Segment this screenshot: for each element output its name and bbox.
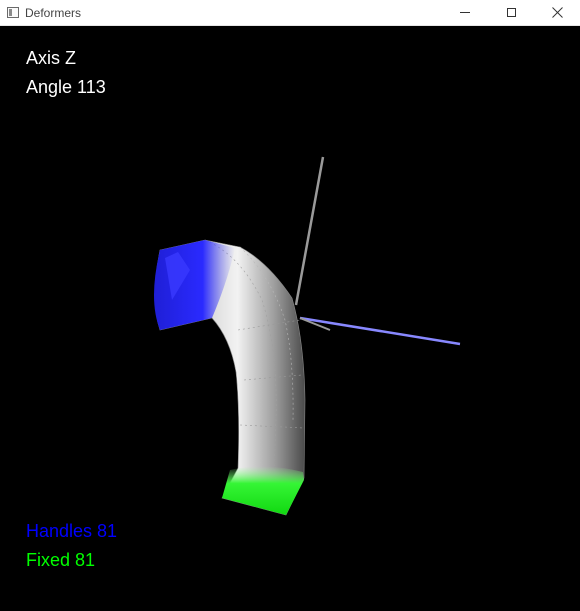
close-icon	[551, 7, 563, 18]
fixed-region[interactable]	[222, 466, 304, 515]
angle-label: Angle 113	[26, 77, 106, 97]
close-button[interactable]	[534, 0, 580, 25]
window-controls	[442, 0, 580, 25]
mesh-seam	[239, 246, 294, 421]
3d-viewport[interactable]: Axis Z Angle 113 Handles 81 Fixed 81	[0, 26, 580, 611]
handles-highlight	[165, 252, 190, 300]
secondary-axis-line	[299, 317, 331, 331]
maximize-button[interactable]	[488, 0, 534, 25]
app-icon	[7, 7, 19, 18]
deformer-scene[interactable]	[0, 26, 580, 611]
rotation-axis-line	[299, 316, 461, 346]
axis-label: Axis Z	[26, 48, 77, 68]
minimize-button[interactable]	[442, 0, 488, 25]
fixed-count-label: Fixed 81	[26, 550, 96, 570]
maximize-icon	[506, 8, 516, 17]
minimize-icon	[460, 12, 470, 13]
title-bar[interactable]: Deformers	[0, 0, 580, 26]
handles-count-label: Handles 81	[26, 521, 118, 541]
vertical-axis-line	[294, 156, 325, 306]
window-title: Deformers	[25, 5, 82, 20]
mesh-rings	[237, 319, 305, 429]
